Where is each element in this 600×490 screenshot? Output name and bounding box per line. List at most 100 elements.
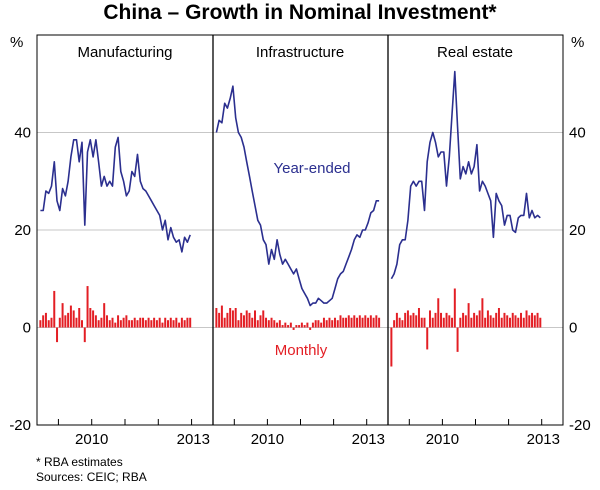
- bar-real-estate-45: [514, 315, 517, 328]
- bar-manufacturing-46: [167, 320, 169, 328]
- bar-infrastructure-44: [336, 320, 339, 328]
- bar-manufacturing-43: [158, 317, 161, 328]
- line-infrastructure: [215, 85, 380, 307]
- bar-real-estate-49: [525, 310, 528, 328]
- bar-manufacturing-34: [133, 317, 136, 328]
- bar-infrastructure-57: [372, 317, 375, 328]
- bar-infrastructure-27: [289, 322, 292, 328]
- bar-real-estate-24: [456, 327, 459, 352]
- bar-manufacturing-6: [56, 327, 59, 343]
- bar-infrastructure-38: [320, 322, 323, 328]
- bar-infrastructure-37: [317, 320, 320, 328]
- x-label-infrastructure-2010: 2010: [251, 431, 284, 448]
- bar-real-estate-31: [475, 315, 478, 328]
- bar-infrastructure-9: [240, 312, 243, 328]
- bar-manufacturing-41: [153, 317, 156, 328]
- bar-infrastructure-19: [267, 320, 270, 328]
- bar-manufacturing-13: [75, 317, 78, 328]
- bar-infrastructure-47: [345, 317, 348, 328]
- bar-manufacturing-28: [117, 315, 120, 328]
- bar-real-estate-39: [497, 308, 500, 328]
- y-tick-right-40: 40: [569, 125, 586, 142]
- bar-manufacturing-49: [175, 317, 178, 328]
- bar-manufacturing-18: [89, 308, 92, 328]
- y-tick-left-40: 40: [14, 125, 31, 142]
- bar-manufacturing-50: [178, 322, 181, 328]
- chart-title: China – Growth in Nominal Investment*: [103, 1, 497, 24]
- bar-manufacturing-7: [58, 317, 61, 328]
- bar-real-estate-33: [481, 298, 484, 328]
- y-tick-left--20: -20: [9, 417, 31, 434]
- bar-real-estate-18: [440, 312, 443, 328]
- bar-manufacturing-19: [92, 310, 95, 328]
- bar-real-estate-54: [539, 317, 542, 328]
- bar-manufacturing-0: [39, 320, 42, 328]
- bar-real-estate-23: [453, 288, 456, 328]
- y-tick-left-0: 0: [23, 320, 31, 337]
- bar-real-estate-4: [401, 320, 404, 328]
- bar-infrastructure-28: [292, 327, 295, 330]
- bar-infrastructure-17: [262, 310, 265, 328]
- bar-real-estate-20: [445, 312, 448, 328]
- bar-real-estate-2: [395, 312, 398, 328]
- line-manufacturing: [40, 136, 191, 253]
- bar-real-estate-8: [412, 312, 415, 328]
- bar-manufacturing-24: [105, 315, 108, 328]
- bar-real-estate-36: [489, 315, 492, 328]
- bar-manufacturing-26: [111, 317, 114, 328]
- monthly-bars: [39, 286, 542, 367]
- bar-manufacturing-52: [183, 320, 186, 328]
- bar-real-estate-44: [511, 312, 514, 328]
- bar-manufacturing-30: [122, 317, 125, 328]
- bar-real-estate-47: [520, 312, 523, 328]
- bar-infrastructure-22: [276, 322, 279, 328]
- panel-title-infrastructure: Infrastructure: [256, 44, 344, 61]
- bar-real-estate-42: [506, 315, 509, 328]
- bar-manufacturing-5: [53, 290, 56, 328]
- bar-manufacturing-3: [47, 320, 50, 328]
- year-ended-lines: [40, 70, 541, 307]
- bar-manufacturing-42: [155, 320, 158, 328]
- bar-manufacturing-39: [147, 317, 150, 328]
- bar-manufacturing-32: [128, 320, 131, 328]
- bar-real-estate-6: [406, 310, 409, 328]
- y-tick-left-20: 20: [14, 222, 31, 239]
- bar-real-estate-19: [442, 317, 445, 328]
- x-label-real-estate-2013: 2013: [527, 431, 560, 448]
- bar-infrastructure-16: [259, 315, 262, 328]
- bar-real-estate-46: [517, 317, 520, 328]
- bar-real-estate-21: [448, 315, 451, 328]
- bar-real-estate-14: [428, 310, 431, 328]
- x-label-infrastructure-2013: 2013: [352, 431, 385, 448]
- bar-infrastructure-20: [270, 317, 273, 328]
- bar-infrastructure-18: [265, 317, 268, 328]
- bar-manufacturing-4: [50, 317, 53, 328]
- bar-manufacturing-9: [64, 315, 67, 328]
- bar-infrastructure-4: [226, 312, 229, 328]
- bar-real-estate-10: [417, 308, 420, 328]
- bar-manufacturing-25: [108, 320, 111, 328]
- bar-infrastructure-51: [356, 317, 359, 328]
- bar-real-estate-53: [536, 312, 539, 328]
- bar-manufacturing-47: [169, 317, 172, 328]
- bar-infrastructure-50: [353, 315, 356, 328]
- bar-infrastructure-30: [298, 325, 301, 328]
- bar-real-estate-11: [420, 317, 423, 328]
- bar-real-estate-32: [478, 310, 481, 328]
- bar-manufacturing-36: [139, 317, 142, 328]
- bar-infrastructure-40: [325, 320, 328, 328]
- bar-infrastructure-49: [350, 317, 353, 328]
- bar-infrastructure-36: [314, 320, 317, 328]
- bar-real-estate-9: [415, 315, 418, 328]
- bar-real-estate-1: [393, 320, 396, 328]
- bar-real-estate-52: [533, 315, 536, 328]
- bar-manufacturing-35: [136, 320, 139, 328]
- bar-infrastructure-11: [245, 310, 248, 328]
- y-unit-right: %: [571, 34, 584, 51]
- footnote-sources: Sources: CEIC; RBA: [36, 470, 147, 484]
- bar-infrastructure-0: [215, 308, 218, 328]
- bar-infrastructure-7: [234, 308, 237, 328]
- bar-manufacturing-38: [144, 320, 147, 328]
- axis-ticks: -20 0 20 40 -20 0 20 40 2010 2013 2010 2013 2010 2013: [9, 125, 590, 449]
- bar-real-estate-35: [486, 310, 489, 328]
